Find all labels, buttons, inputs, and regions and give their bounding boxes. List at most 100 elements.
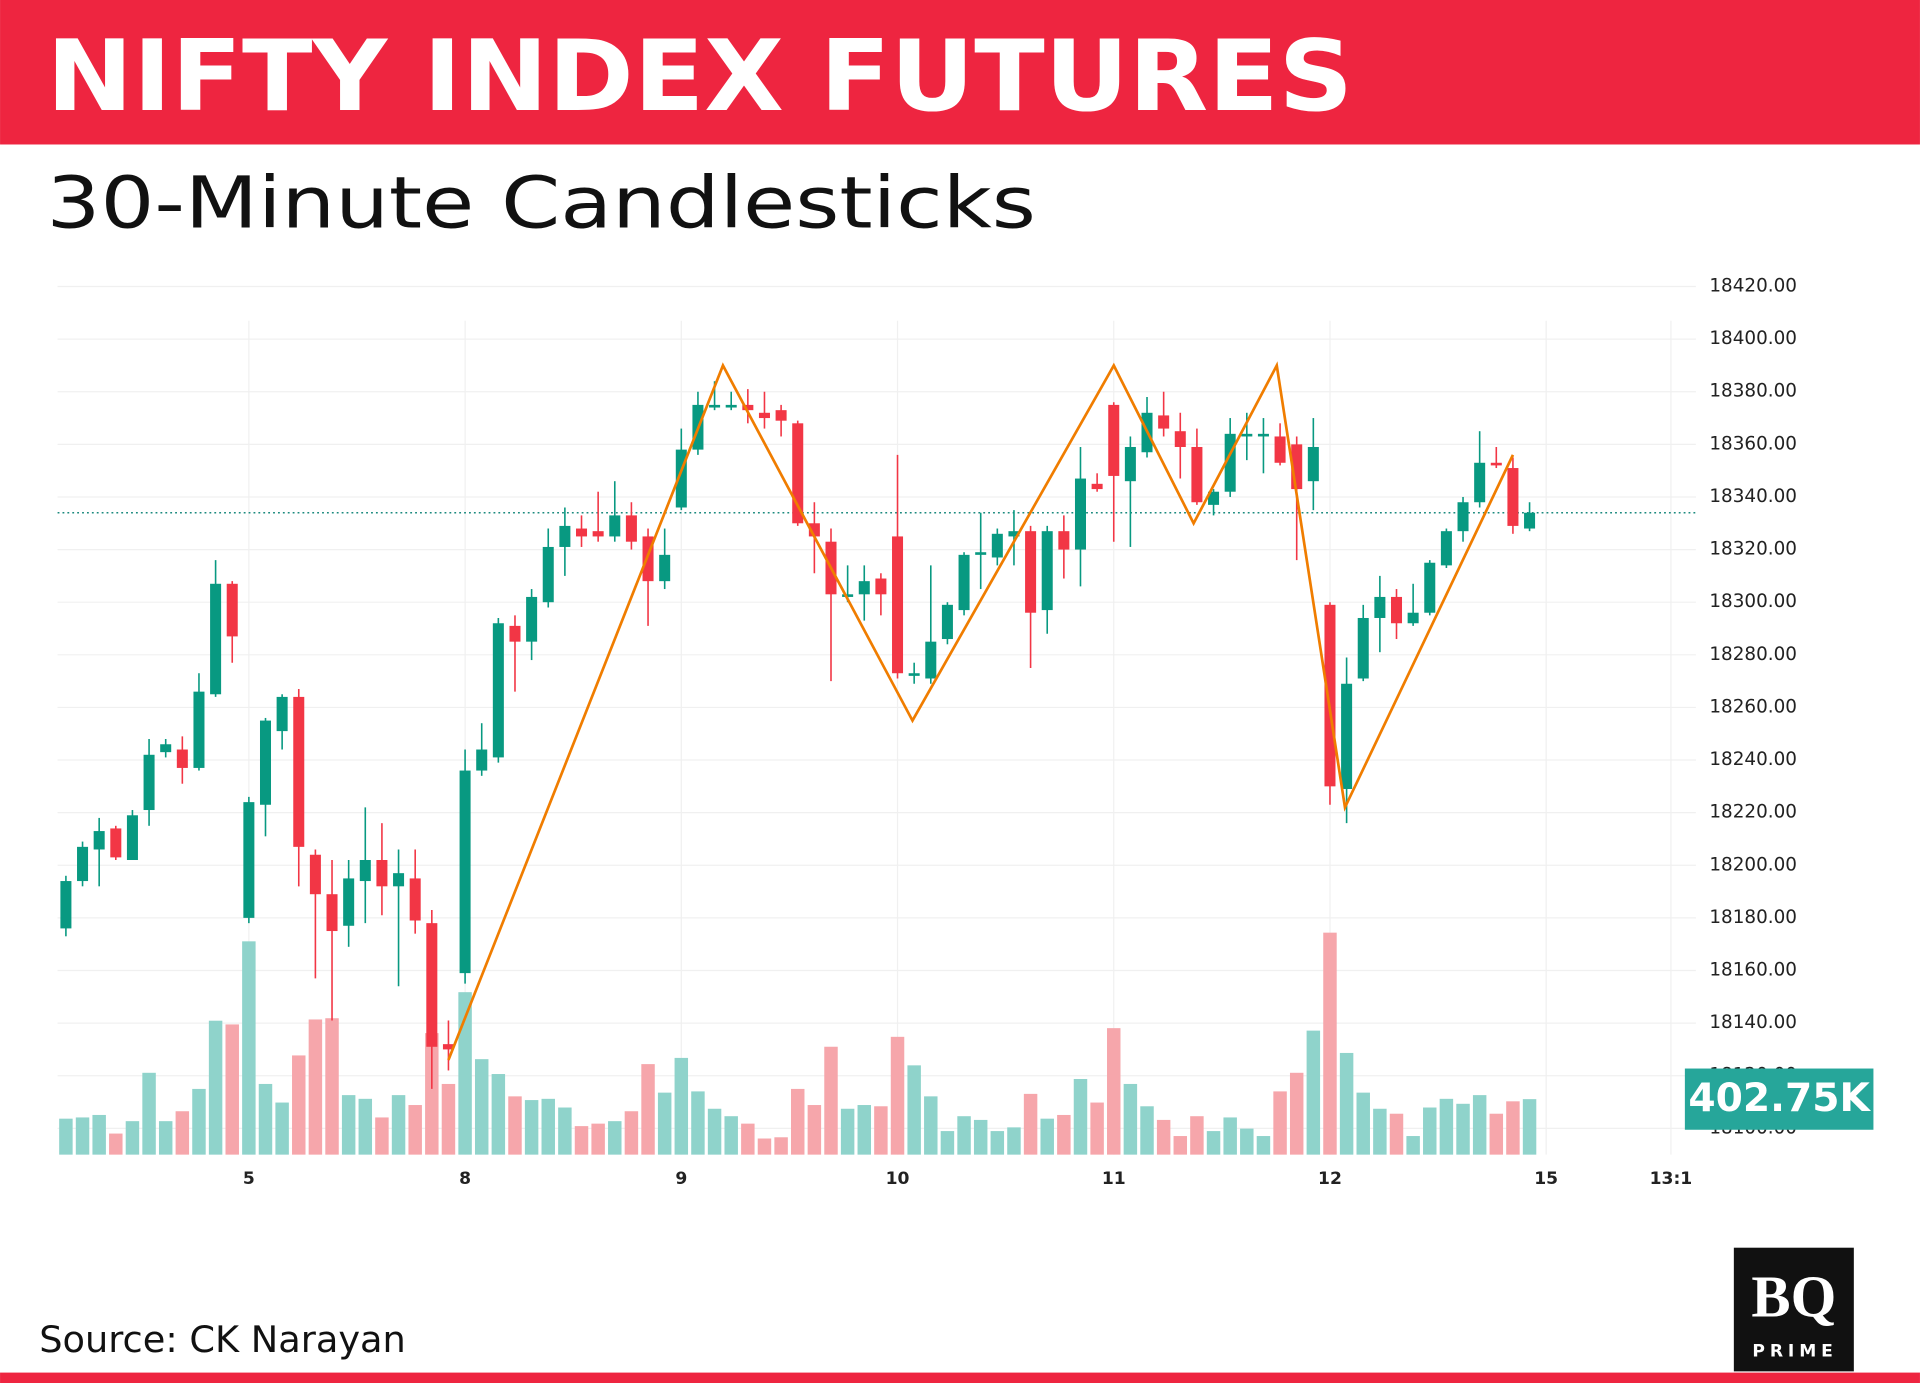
volume-bar: [458, 992, 472, 1155]
volume-bar: [358, 1098, 373, 1155]
volume-bar: [907, 1065, 921, 1155]
candle-body: [1357, 617, 1369, 679]
y-tick-label: 18420.00: [1709, 276, 1797, 297]
volume-bar: [1023, 1093, 1038, 1155]
volume-bar: [441, 1083, 456, 1155]
volume-bar: [807, 1105, 822, 1155]
header-band: [0, 0, 1920, 145]
logo-sub: PRIME: [1752, 1342, 1837, 1362]
y-tick-label: 18400.00: [1709, 328, 1797, 349]
candle-body: [293, 696, 305, 847]
y-tick-label: 18220.00: [1709, 802, 1797, 823]
volume-bar: [591, 1123, 605, 1155]
candle-body: [526, 596, 538, 642]
candle-body: [93, 831, 105, 850]
candle-body: [509, 625, 521, 642]
candle-body: [1490, 462, 1502, 466]
zigzag-line: [447, 361, 1515, 1061]
volume-bar: [125, 1121, 140, 1155]
volume-bar: [1439, 1098, 1454, 1155]
volume-bar: [1489, 1113, 1504, 1155]
volume-bar: [1306, 1030, 1321, 1155]
volume-bar: [92, 1114, 106, 1155]
volume-bar: [242, 941, 256, 1155]
volume-bar: [1406, 1136, 1420, 1155]
footer-band: [0, 1372, 1920, 1383]
volume-bar: [208, 1020, 223, 1155]
candle-body: [193, 691, 205, 768]
volume-badge-label: 402.75K: [1688, 1076, 1871, 1121]
y-tick-label: 18140.00: [1709, 1012, 1797, 1033]
volume-bar: [541, 1098, 555, 1155]
volume-bar: [158, 1121, 173, 1155]
volume-bar: [574, 1126, 589, 1155]
candle-body: [1041, 531, 1053, 611]
candle-body: [1074, 478, 1086, 550]
volume-bar: [1040, 1118, 1054, 1155]
candle-body: [975, 552, 987, 555]
candle-body: [1091, 483, 1103, 490]
candle-body: [1324, 604, 1336, 787]
candle-body: [426, 923, 438, 1047]
y-tick-label: 18260.00: [1709, 696, 1797, 717]
candle-body: [409, 878, 421, 921]
volume-bar: [657, 1092, 672, 1155]
volume-bar: [1156, 1119, 1171, 1155]
candle-body: [343, 878, 355, 926]
y-tick-label: 18340.00: [1709, 486, 1797, 507]
candle-body: [559, 525, 571, 547]
candle-body: [393, 873, 405, 887]
candle-body: [176, 749, 188, 768]
x-tick-label: 5: [243, 1169, 255, 1189]
volume-bar: [1339, 1052, 1354, 1155]
candle-body: [243, 802, 255, 918]
candle-body: [875, 578, 887, 595]
volume-bar: [1173, 1136, 1188, 1155]
candle-body: [143, 754, 155, 811]
y-tick-label: 18200.00: [1709, 854, 1797, 875]
x-tick-label: 12: [1318, 1169, 1342, 1189]
candle-body: [1174, 431, 1186, 447]
candle-body: [941, 604, 953, 640]
candle-body: [476, 749, 488, 771]
candle-body: [126, 815, 138, 861]
candle-body: [1108, 404, 1120, 476]
volume-bar: [1256, 1136, 1271, 1155]
candle-body: [1524, 512, 1536, 529]
candle-body: [1257, 433, 1269, 437]
candle-body: [592, 531, 604, 537]
volume-bar: [1123, 1083, 1138, 1155]
candle-body: [210, 583, 222, 695]
y-tick-label: 18360.00: [1709, 433, 1797, 454]
candle-body: [1341, 683, 1353, 789]
y-tick-label: 18300.00: [1709, 591, 1797, 612]
volume-bar: [408, 1105, 422, 1155]
candle-body: [892, 536, 904, 674]
volume-bar: [1007, 1127, 1021, 1155]
candle-body: [709, 404, 721, 408]
volume-bar: [59, 1118, 73, 1155]
candle-body: [958, 554, 970, 611]
candle-body: [309, 854, 321, 895]
candle-body: [725, 404, 737, 408]
chart-subtitle: 30-Minute Candlesticks: [47, 162, 1036, 245]
volume-bar: [225, 1024, 239, 1155]
volume-bar: [1140, 1106, 1154, 1155]
candle-body: [1374, 596, 1386, 618]
candle-body: [908, 673, 920, 676]
volume-bar: [924, 1096, 938, 1155]
volume-bar: [258, 1083, 273, 1155]
candle-body: [1390, 596, 1403, 624]
volume-bar: [1273, 1091, 1287, 1155]
volume-bar: [973, 1119, 988, 1155]
candle-body: [1440, 531, 1452, 566]
candle-body: [625, 515, 637, 542]
volume-bar: [308, 1019, 323, 1155]
volume-bar: [341, 1095, 356, 1155]
candle-body: [542, 546, 554, 603]
volume-bar: [1223, 1117, 1237, 1155]
candle-body: [359, 860, 371, 882]
candle-body: [1058, 531, 1070, 550]
candle-body: [1407, 612, 1419, 624]
